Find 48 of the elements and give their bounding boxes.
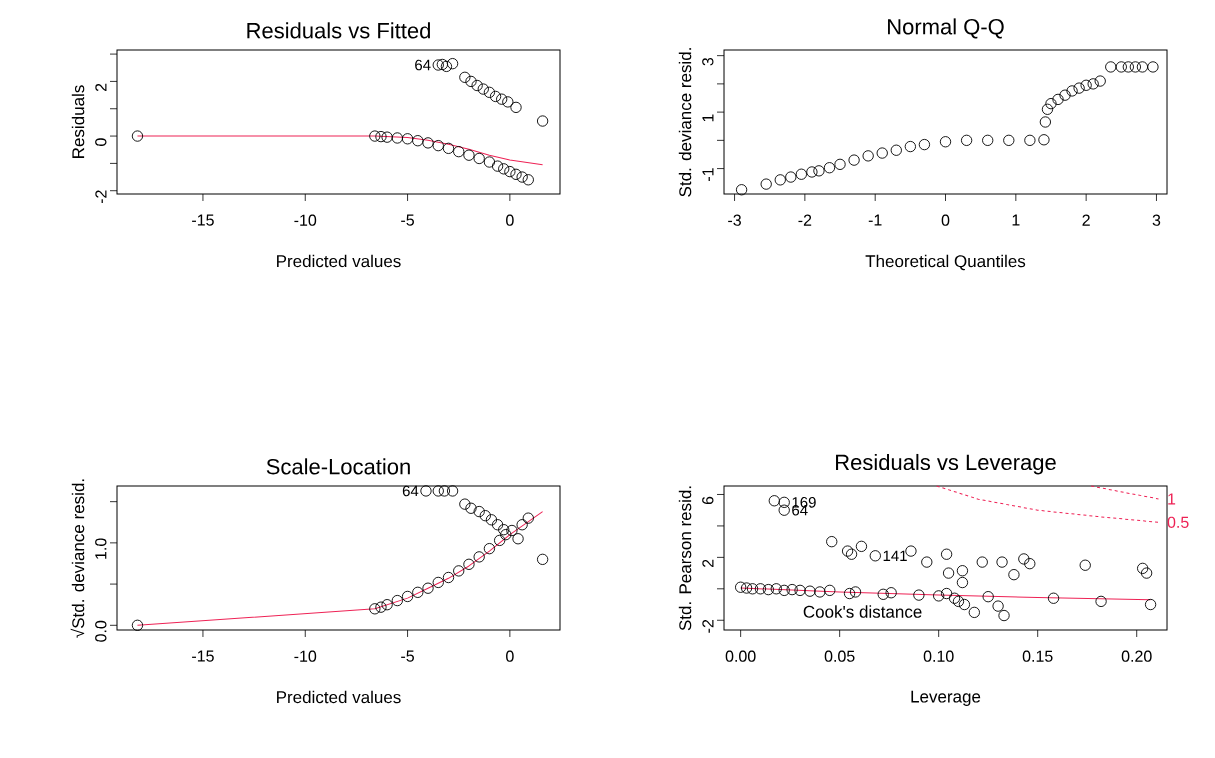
y-tick-label: 1.0 xyxy=(95,538,107,559)
annotation: 64 xyxy=(415,59,431,71)
x-tick-label: 0 xyxy=(506,214,514,226)
y-tick-label: 0 xyxy=(95,138,107,146)
x-tick-label: 0 xyxy=(506,650,514,662)
y-tick-label: 3 xyxy=(702,57,714,66)
x-tick-label: -10 xyxy=(294,214,317,226)
y-tick-label: 6 xyxy=(702,496,714,505)
y-tick-label: 0.0 xyxy=(95,620,107,642)
series-label: 1 xyxy=(1168,493,1176,505)
x-tick-label: 3 xyxy=(1152,214,1161,226)
x-tick-label: -3 xyxy=(728,214,741,226)
y-axis-title: Residuals xyxy=(71,85,85,158)
x-tick-label: 1 xyxy=(1012,214,1020,226)
x-tick-label: -2 xyxy=(798,214,812,226)
x-axis-title: Predicted values xyxy=(277,690,401,704)
x-tick-label: -15 xyxy=(192,214,214,226)
x-tick-label: 0.00 xyxy=(725,650,756,662)
x-axis-title: Leverage xyxy=(911,690,981,706)
y-tick-label: 1 xyxy=(702,114,714,122)
annotation: Cook's distance xyxy=(803,605,922,618)
chart-title: Normal Q-Q xyxy=(888,18,1004,39)
y-tick-label: 2 xyxy=(702,559,714,568)
x-tick-label: 0.05 xyxy=(824,650,855,662)
x-tick-label: -10 xyxy=(294,650,317,662)
x-tick-label: -1 xyxy=(868,214,882,226)
y-axis-title: √Std. deviance resid. xyxy=(70,479,85,638)
x-tick-label: 0.20 xyxy=(1121,650,1152,662)
y-axis-title: Std. deviance resid. xyxy=(678,48,692,197)
x-tick-label: 0 xyxy=(941,214,950,226)
y-tick-label: 2 xyxy=(95,83,107,92)
chart-title: Scale-Location xyxy=(266,458,410,475)
y-axis-title: Std. Pearson resid. xyxy=(678,486,692,631)
annotation: 64 xyxy=(402,485,419,497)
x-tick-label: 0.15 xyxy=(1022,650,1053,662)
y-tick-label: -2 xyxy=(702,619,714,633)
x-tick-label: -5 xyxy=(401,214,414,226)
chart-title: Residuals vs Leverage xyxy=(836,453,1056,475)
annotation: 141 xyxy=(883,550,907,561)
x-tick-label: -15 xyxy=(192,650,214,662)
x-axis-title: Predicted values xyxy=(277,254,401,268)
x-tick-label: 0.10 xyxy=(923,650,954,662)
chart-title: Residuals vs Fitted xyxy=(247,22,430,39)
x-tick-label: 2 xyxy=(1082,214,1090,226)
x-axis-title: Theoretical Quantiles xyxy=(865,254,1026,271)
y-tick-label: -2 xyxy=(95,190,107,204)
x-tick-label: -5 xyxy=(401,650,414,662)
y-tick-label: -1 xyxy=(702,168,714,181)
